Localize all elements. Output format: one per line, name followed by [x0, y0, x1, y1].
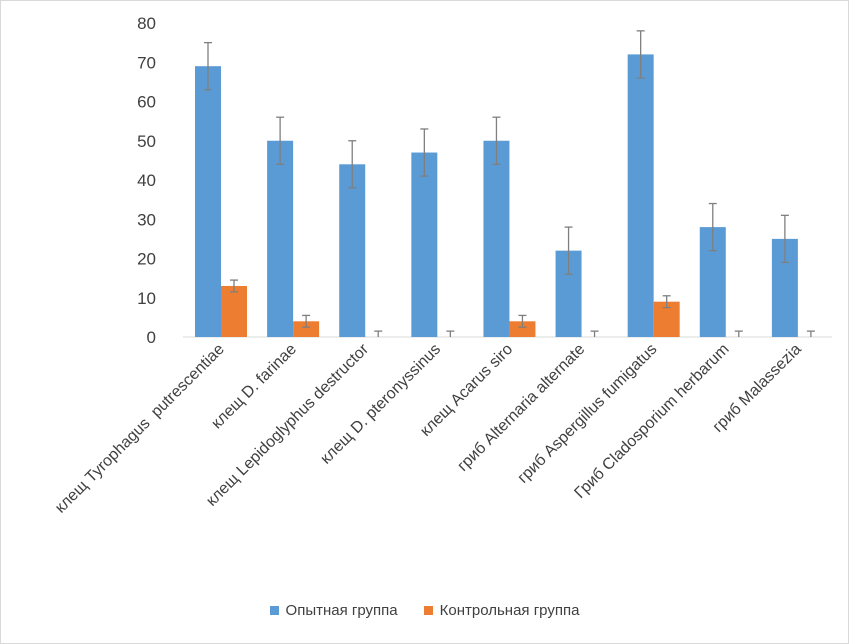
bar-experimental-0 — [195, 66, 221, 338]
bar-experimental-2 — [339, 164, 366, 337]
legend-swatch-control — [423, 605, 433, 615]
legend: Опытная группа Контрольная группа — [0, 599, 849, 621]
error-bar-experimental-3 — [420, 128, 429, 177]
error-bar-control-1 — [302, 314, 311, 328]
legend-swatch-experimental — [269, 605, 279, 615]
error-bar-experimental-2 — [348, 140, 357, 189]
bar-experimental-3 — [411, 152, 438, 337]
bar-experimental-6 — [627, 54, 654, 338]
legend-label-experimental: Опытная группа — [285, 601, 398, 619]
error-bar-experimental-4 — [492, 116, 501, 165]
x-category-label-3: клещ D. pteronyssinus — [317, 341, 444, 468]
error-bar-control-2 — [374, 330, 383, 337]
y-tick-label-30: 30 — [137, 210, 156, 229]
error-bar-experimental-8 — [780, 214, 789, 264]
bar-experimental-4 — [483, 140, 510, 337]
y-tick-label-80: 80 — [137, 14, 156, 33]
bars — [195, 54, 798, 338]
error-bar-experimental-6 — [636, 30, 645, 79]
error-bar-control-6 — [662, 295, 671, 309]
y-tick-label-0: 0 — [147, 328, 156, 347]
legend-label-control: Контрольная группа — [439, 601, 580, 619]
bar-control-0 — [221, 285, 247, 337]
x-category-label-5: гриб Alternaria alternate — [454, 341, 588, 475]
error-bar-experimental-7 — [708, 202, 717, 252]
bar-control-1 — [293, 321, 320, 337]
x-category-label-6: гриб Aspergillus fumigatus — [515, 341, 661, 487]
error-bar-control-4 — [518, 314, 527, 328]
bar-control-4 — [509, 321, 536, 337]
x-category-label-7: Гриб Cladosporium herbarum — [571, 341, 732, 502]
y-tick-label-60: 60 — [137, 93, 156, 112]
y-tick-label-40: 40 — [137, 171, 156, 190]
y-axis: 0 10 20 30 40 50 60 70 80 — [137, 14, 156, 347]
y-tick-label-10: 10 — [137, 289, 156, 308]
bar-chart: 0 10 20 30 40 50 60 70 80 клещ Tyrophagus putres… — [52, 14, 832, 517]
error-bar-control-8 — [806, 330, 815, 337]
error-bars — [204, 30, 815, 337]
bar-experimental-1 — [267, 140, 294, 337]
error-bar-control-0 — [230, 279, 238, 293]
error-bar-control-3 — [446, 330, 455, 337]
error-bar-experimental-1 — [276, 116, 285, 165]
legend-item-control: Контрольная группа — [423, 601, 580, 619]
y-tick-label-70: 70 — [137, 53, 156, 72]
x-category-label-0: клещ Tyrophagus putrescentiae — [52, 341, 228, 517]
y-tick-label-20: 20 — [137, 250, 156, 269]
error-bar-experimental-0 — [204, 41, 212, 91]
error-bar-experimental-5 — [564, 226, 573, 275]
y-tick-label-50: 50 — [137, 132, 156, 151]
error-bar-control-7 — [734, 330, 743, 337]
legend-item-experimental: Опытная группа — [269, 601, 398, 619]
error-bar-control-5 — [590, 330, 599, 337]
